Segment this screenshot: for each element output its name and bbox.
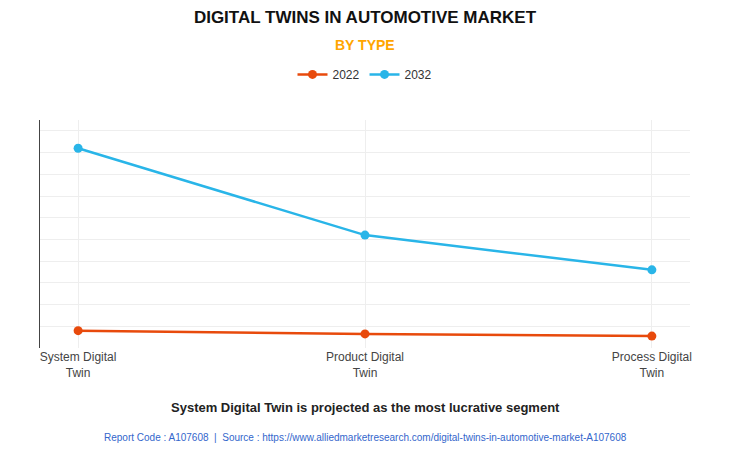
svg-text:Report Code : A107608 | Sour: Report Code : A107608 | Source : https:/… — [104, 432, 627, 443]
svg-text:BY TYPE: BY TYPE — [335, 37, 395, 53]
svg-text:System Digital Twin is project: System Digital Twin is projected as the … — [171, 400, 560, 415]
svg-text:Product DigitalTwin: Product DigitalTwin — [326, 350, 404, 380]
svg-text:Process DigitalTwin: Process DigitalTwin — [612, 350, 692, 380]
svg-text:2032: 2032 — [405, 68, 432, 82]
svg-text:System DigitalTwin: System DigitalTwin — [40, 350, 117, 380]
svg-text:2022: 2022 — [333, 68, 360, 82]
svg-text:DIGITAL TWINS IN AUTOMOTIVE MA: DIGITAL TWINS IN AUTOMOTIVE MARKET — [194, 8, 537, 27]
